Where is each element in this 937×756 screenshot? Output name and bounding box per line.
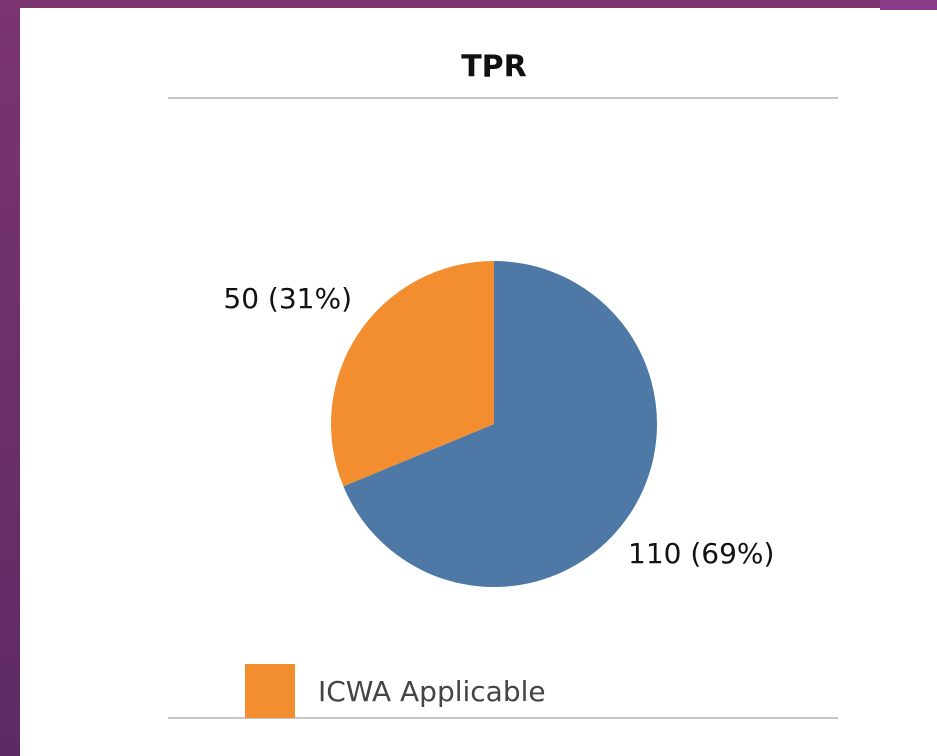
chart-title: TPR bbox=[461, 50, 527, 85]
legend-swatch bbox=[245, 664, 295, 718]
pie-slice bbox=[343, 261, 657, 587]
data-label: 110 (69%) bbox=[628, 537, 774, 570]
frame-corner bbox=[880, 0, 937, 10]
pie-slice bbox=[330, 261, 494, 487]
legend-label: ICWA Applicable bbox=[318, 675, 546, 708]
data-label: 50 (31%) bbox=[223, 282, 352, 315]
